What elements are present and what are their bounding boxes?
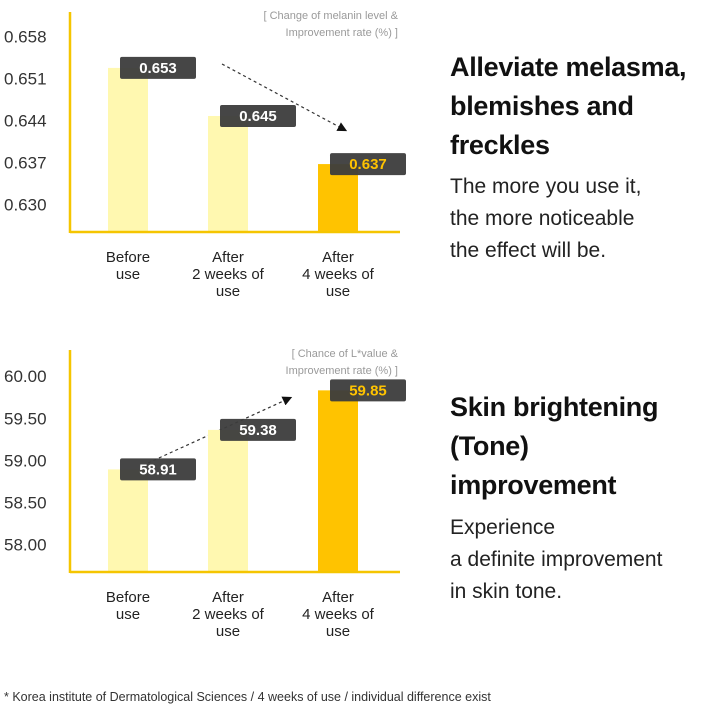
value-box xyxy=(220,104,296,127)
bar xyxy=(208,115,248,232)
body-text: The more you use it, the more noticeable… xyxy=(450,175,642,262)
x-tick-label: Before use xyxy=(105,249,151,283)
value-label: 0.653 xyxy=(139,60,177,77)
y-tick-label: 0.658 xyxy=(4,27,47,46)
y-tick-label: 0.651 xyxy=(4,69,47,88)
bar xyxy=(108,67,148,232)
bar xyxy=(318,164,358,232)
chart-note: [ Change of melanin level & Improvement … xyxy=(263,10,398,39)
y-tick-label: 58.50 xyxy=(4,493,47,512)
x-tick-label: After 4 weeks of use xyxy=(302,249,374,300)
y-tick-label: 58.00 xyxy=(4,535,47,554)
y-tick-label: 0.644 xyxy=(4,111,47,130)
value-label: 0.645 xyxy=(239,108,277,125)
bar xyxy=(108,469,148,572)
body-text: Experience a definite improvement in ski… xyxy=(450,516,663,603)
y-tick-label: 0.637 xyxy=(4,154,47,173)
y-tick-label: 0.630 xyxy=(4,196,47,215)
y-tick-label: 60.00 xyxy=(4,367,47,386)
heading: Alleviate melasma, blemishes and freckle… xyxy=(450,52,687,160)
value-box xyxy=(220,418,296,441)
value-label: 0.637 xyxy=(349,156,387,173)
x-tick-label: After 4 weeks of use xyxy=(302,589,374,640)
y-tick-label: 59.50 xyxy=(4,409,47,428)
x-tick-label: After 2 weeks of use xyxy=(192,589,264,640)
chart-note: [ Chance of L*value & Improvement rate (… xyxy=(285,348,398,377)
footnote: * Korea institute of Dermatological Scie… xyxy=(4,690,491,704)
value-box xyxy=(330,379,406,402)
bar xyxy=(318,390,358,572)
value-label: 58.91 xyxy=(139,461,177,478)
trend-arrow xyxy=(221,63,348,132)
bar xyxy=(208,429,248,572)
value-box xyxy=(330,153,406,176)
value-box xyxy=(120,458,196,481)
y-tick-label: 59.00 xyxy=(4,451,47,470)
x-tick-label: After 2 weeks of use xyxy=(192,249,264,300)
value-label: 59.38 xyxy=(239,422,277,439)
x-tick-label: Before use xyxy=(105,589,151,623)
value-box xyxy=(120,56,196,79)
value-label: 59.85 xyxy=(349,382,387,399)
heading: Skin brightening (Tone) improvement xyxy=(450,392,659,500)
